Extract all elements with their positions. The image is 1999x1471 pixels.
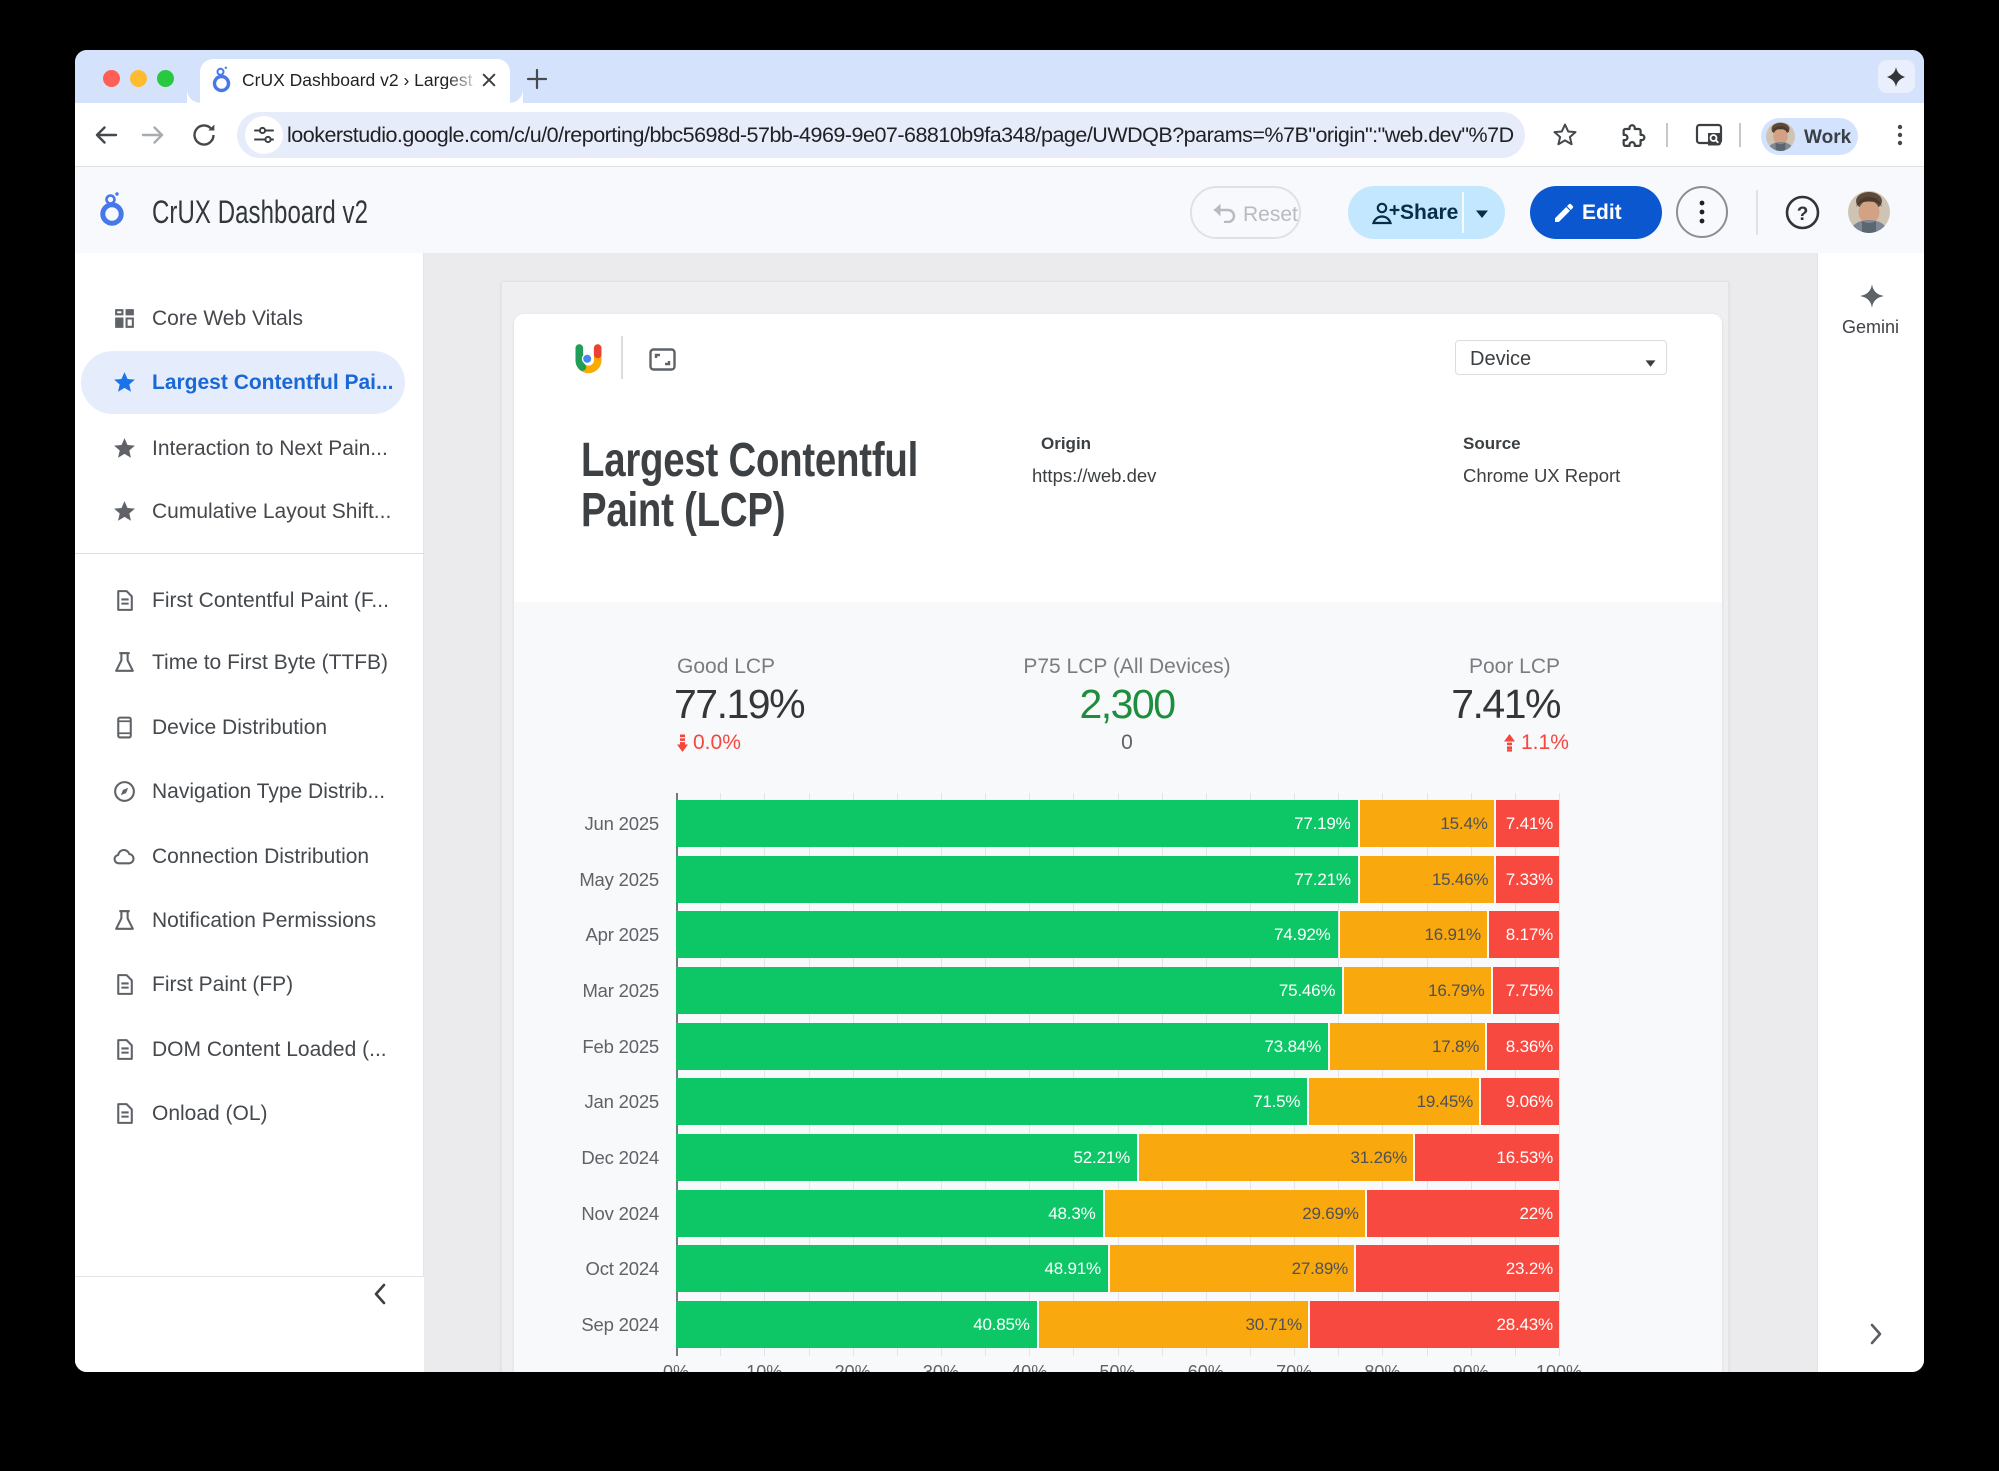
- svg-text:?: ?: [1797, 204, 1809, 225]
